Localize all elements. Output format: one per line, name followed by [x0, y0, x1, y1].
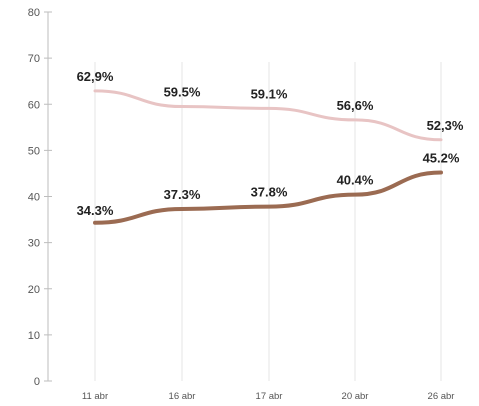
data-label-1-3: 59.1%: [251, 86, 288, 101]
x-tick-label-17-abr: 17 abr: [256, 391, 283, 402]
data-label-1-5: 52,3%: [427, 118, 464, 133]
x-tick-label-11-abr: 11 abr: [82, 391, 108, 402]
y-tick-label-10: 10: [28, 330, 40, 342]
x-tick-label-20-abr: 20 abr: [342, 391, 369, 402]
x-axis: 11 abr 16 abr 17 abr 20 abr 26 abr: [82, 391, 455, 402]
y-tick-label-60: 60: [28, 99, 40, 111]
y-tick-label-20: 20: [28, 284, 40, 296]
y-tick-label-30: 30: [28, 238, 40, 250]
x-tick-label-26-abr: 26 abr: [428, 391, 455, 402]
data-label-2-2: 37.3%: [164, 187, 201, 202]
y-tick-label-40: 40: [28, 192, 40, 204]
data-label-2-3: 37.8%: [251, 185, 288, 200]
y-tick-label-50: 50: [28, 145, 40, 157]
data-label-2-5: 45.2%: [423, 151, 460, 166]
data-label-2-4: 40.4%: [337, 173, 374, 188]
data-label-2-1: 34.3%: [77, 203, 114, 218]
y-axis: 0 10 20 30 40 50 60 70 80: [28, 7, 52, 388]
data-labels: 62,9% 59.5% 59.1% 56,6% 52,3% 34.3% 37.3% 37.8%…: [77, 69, 464, 218]
y-tick-label-70: 70: [28, 53, 40, 65]
grid: [94, 62, 442, 381]
x-tick-label-16-abr: 16 abr: [169, 391, 196, 402]
data-label-1-2: 59.5%: [164, 85, 201, 100]
data-label-1-4: 56,6%: [337, 98, 374, 113]
data-label-1-1: 62,9%: [77, 69, 114, 84]
y-tick-label-80: 80: [28, 7, 40, 19]
y-tick-label-0: 0: [34, 376, 40, 388]
series-lines: [93, 89, 443, 225]
